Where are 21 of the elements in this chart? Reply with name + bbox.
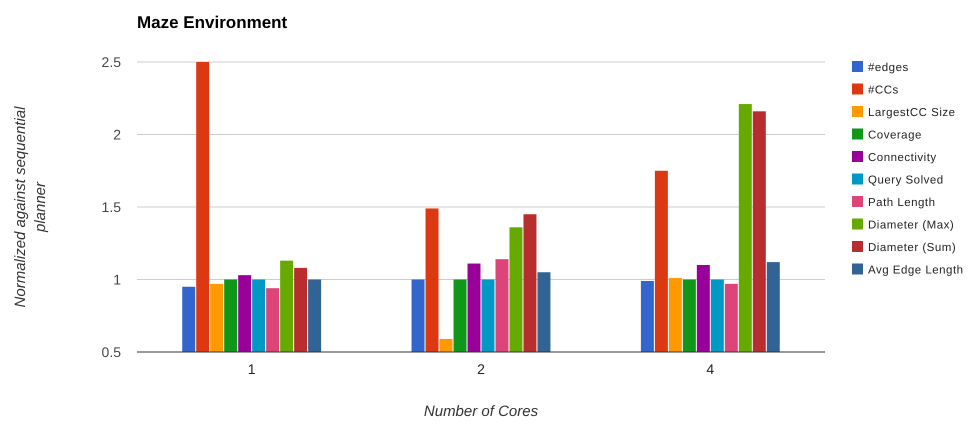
legend-label: Diameter (Sum) bbox=[868, 242, 956, 254]
legend-label: #CCs bbox=[868, 84, 899, 96]
legend-label: Diameter (Max) bbox=[868, 220, 954, 232]
y-tick-label: 1 bbox=[113, 272, 122, 288]
y-tick-label: 1.5 bbox=[102, 199, 122, 215]
legend-label: Path Length bbox=[868, 197, 936, 209]
legend-label: Avg Edge Length bbox=[868, 264, 964, 276]
y-tick-label: 0.5 bbox=[102, 344, 122, 360]
x-tick-label: 4 bbox=[706, 361, 714, 377]
legend-label: #edges bbox=[868, 62, 909, 74]
x-axis-title: Number of Cores bbox=[424, 403, 539, 420]
legend-label: LargestCC Size bbox=[868, 107, 956, 119]
chart-title: Maze Environment bbox=[137, 13, 288, 32]
y-axis-title: Normalized against sequential planner bbox=[12, 106, 49, 308]
legend-label: Query Solved bbox=[868, 174, 944, 186]
x-tick-label: 1 bbox=[248, 361, 256, 377]
legend-label: Connectivity bbox=[868, 152, 937, 164]
y-tick-label: 2.5 bbox=[102, 54, 122, 70]
y-tick-label: 2 bbox=[113, 126, 122, 142]
x-tick-label: 2 bbox=[477, 361, 486, 377]
legend-label: Coverage bbox=[868, 130, 922, 142]
